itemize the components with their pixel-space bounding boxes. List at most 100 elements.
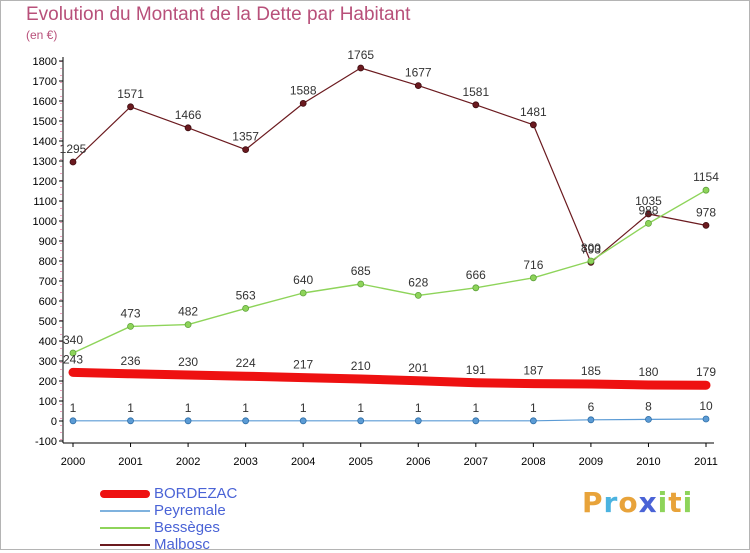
data-point-malbosc	[357, 64, 365, 72]
legend-label-bordezac: BORDEZAC	[154, 485, 238, 502]
y-tick-label: -100	[35, 436, 57, 448]
data-label-malbosc: 1295	[60, 142, 87, 156]
data-point-malbosc	[184, 124, 192, 132]
data-point-bess-ges	[587, 257, 595, 265]
data-point-peyremale	[184, 417, 192, 425]
y-tick-label: 1600	[33, 96, 57, 108]
x-tick-label: 2010	[636, 456, 660, 468]
x-tick-label: 2000	[61, 456, 85, 468]
data-label-peyremale: 1	[70, 401, 77, 415]
data-point-bess-ges	[299, 289, 307, 297]
data-label-bess-ges: 563	[236, 288, 256, 302]
data-label-bordezac: 201	[408, 361, 428, 375]
data-label-peyremale: 1	[357, 401, 364, 415]
data-label-peyremale: 1	[185, 401, 192, 415]
legend-swatch-besseges	[100, 527, 150, 529]
y-tick-label: 100	[39, 396, 57, 408]
x-tick-label: 2004	[291, 456, 315, 468]
data-label-bordezac: 236	[121, 354, 141, 368]
data-label-bess-ges: 666	[466, 268, 486, 282]
data-label-malbosc: 1571	[117, 87, 144, 101]
data-point-peyremale	[702, 415, 710, 423]
brand-letter: x	[638, 486, 658, 519]
data-label-bordezac: 187	[523, 364, 543, 378]
data-point-bess-ges	[357, 280, 365, 288]
data-point-bess-ges	[702, 186, 710, 194]
y-tick-label: 500	[39, 316, 57, 328]
data-label-bess-ges: 716	[523, 258, 543, 272]
data-label-bess-ges: 340	[63, 333, 83, 347]
y-tick-label: 1300	[33, 156, 57, 168]
data-point-bess-ges	[414, 291, 422, 299]
brand-logo: Proxiti	[582, 486, 693, 519]
data-point-peyremale	[587, 416, 595, 424]
data-point-bess-ges	[645, 219, 652, 227]
y-tick-label: 1800	[33, 56, 57, 68]
data-label-peyremale: 1	[300, 401, 307, 415]
data-label-bess-ges: 988	[638, 203, 658, 217]
series-line-bordezac	[68, 367, 711, 390]
x-tick-label: 2007	[464, 456, 488, 468]
data-label-bordezac: 224	[236, 356, 256, 370]
y-tick-label: 1200	[33, 176, 57, 188]
data-label-peyremale: 10	[699, 399, 713, 413]
data-point-malbosc	[299, 100, 307, 107]
y-tick-label: 700	[39, 276, 57, 288]
data-label-malbosc: 1466	[175, 108, 202, 122]
y-tick-label: 200	[39, 376, 57, 388]
legend-swatch-bordezac	[100, 490, 150, 498]
brand-letter: t	[668, 486, 683, 519]
data-point-peyremale	[414, 417, 422, 425]
data-point-peyremale	[242, 417, 250, 425]
data-label-malbosc: 793	[581, 242, 601, 256]
data-label-bess-ges: 800	[581, 241, 601, 255]
chart-title: Evolution du Montant de la Dette par Hab…	[26, 4, 411, 25]
data-point-malbosc	[529, 121, 537, 129]
data-label-bess-ges: 473	[121, 306, 141, 320]
data-label-bordezac: 185	[581, 364, 601, 378]
data-point-malbosc	[242, 146, 250, 154]
brand-letter: i	[657, 486, 669, 519]
data-label-bess-ges: 628	[408, 275, 428, 289]
data-point-peyremale	[127, 417, 134, 425]
brand-letter: P	[582, 486, 604, 519]
data-point-malbosc	[702, 221, 710, 229]
y-tick-label: 1700	[33, 76, 57, 88]
data-label-bordezac: 179	[696, 365, 716, 379]
series-line-malbosc	[72, 67, 707, 263]
data-label-bess-ges: 482	[178, 305, 198, 319]
data-label-bordezac: 217	[293, 358, 313, 372]
data-point-malbosc	[472, 101, 480, 109]
data-point-peyremale	[472, 417, 480, 425]
series-line-bess-ges	[72, 189, 707, 354]
x-tick-label: 2008	[521, 456, 545, 468]
x-tick-label: 2009	[579, 456, 603, 468]
legend-label-malbosc: Malbosc	[154, 536, 210, 553]
data-point-peyremale	[357, 417, 365, 425]
data-point-malbosc	[645, 210, 652, 218]
x-tick-label: 2011	[694, 456, 718, 468]
y-tick-label: 0	[51, 416, 57, 428]
data-point-peyremale	[69, 417, 77, 425]
data-point-bess-ges	[529, 274, 537, 282]
legend-swatch-peyremale	[100, 510, 150, 512]
data-label-bordezac: 191	[466, 363, 486, 377]
series-line-peyremale	[72, 418, 707, 422]
data-point-bess-ges	[184, 321, 192, 329]
data-point-malbosc	[69, 158, 77, 166]
data-label-peyremale: 1	[242, 401, 249, 415]
brand-letter: i	[682, 486, 694, 519]
y-tick-label: 400	[39, 336, 57, 348]
y-tick-label: 800	[39, 256, 57, 268]
data-label-peyremale: 1	[472, 401, 479, 415]
data-label-peyremale: 1	[127, 401, 134, 415]
y-tick-label: 1100	[33, 196, 57, 208]
data-label-malbosc: 1588	[290, 83, 317, 97]
y-tick-label: 300	[39, 356, 57, 368]
data-label-bess-ges: 640	[293, 273, 313, 287]
data-point-peyremale	[645, 415, 652, 423]
data-point-bess-ges	[472, 284, 480, 292]
legend-label-peyremale: Peyremale	[154, 502, 226, 519]
